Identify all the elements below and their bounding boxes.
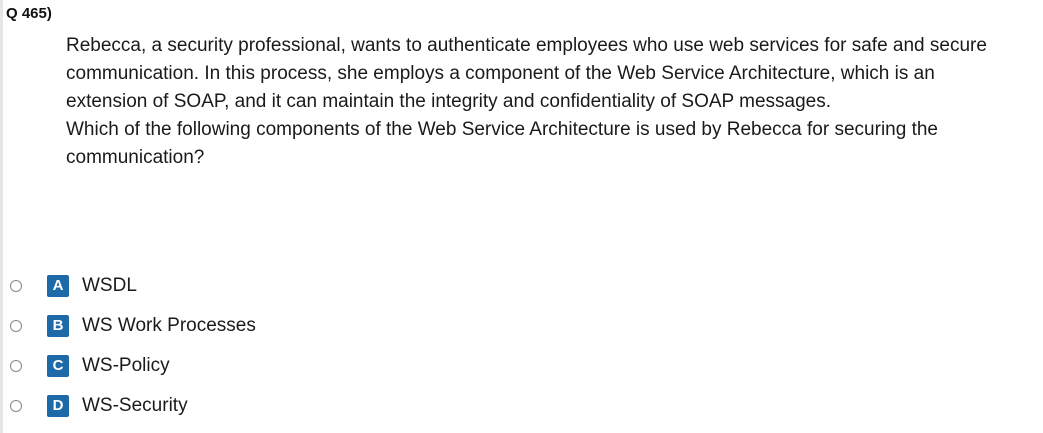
option-label[interactable]: WS-Security (82, 395, 188, 416)
radio-button-icon[interactable] (10, 360, 22, 372)
radio-button-icon[interactable] (10, 400, 22, 412)
option-a[interactable]: A WSDL (0, 270, 400, 302)
question-paragraph-2: Which of the following components of the… (66, 119, 938, 168)
question-text: Rebecca, a security professional, wants … (66, 32, 1016, 172)
option-label[interactable]: WS-Policy (82, 355, 170, 376)
option-c[interactable]: C WS-Policy (0, 350, 400, 382)
radio-button-icon[interactable] (10, 280, 22, 292)
option-letter-badge: A (47, 275, 69, 297)
option-letter-badge: D (47, 395, 69, 417)
option-letter-badge: C (47, 355, 69, 377)
left-border (0, 0, 3, 433)
option-letter-badge: B (47, 315, 69, 337)
radio-button-icon[interactable] (10, 320, 22, 332)
question-number: Q 465) (6, 5, 52, 22)
option-label[interactable]: WSDL (82, 275, 137, 296)
option-d[interactable]: D WS-Security (0, 390, 400, 422)
option-b[interactable]: B WS Work Processes (0, 310, 400, 342)
option-label[interactable]: WS Work Processes (82, 315, 256, 336)
question-paragraph-1: Rebecca, a security professional, wants … (66, 35, 987, 112)
